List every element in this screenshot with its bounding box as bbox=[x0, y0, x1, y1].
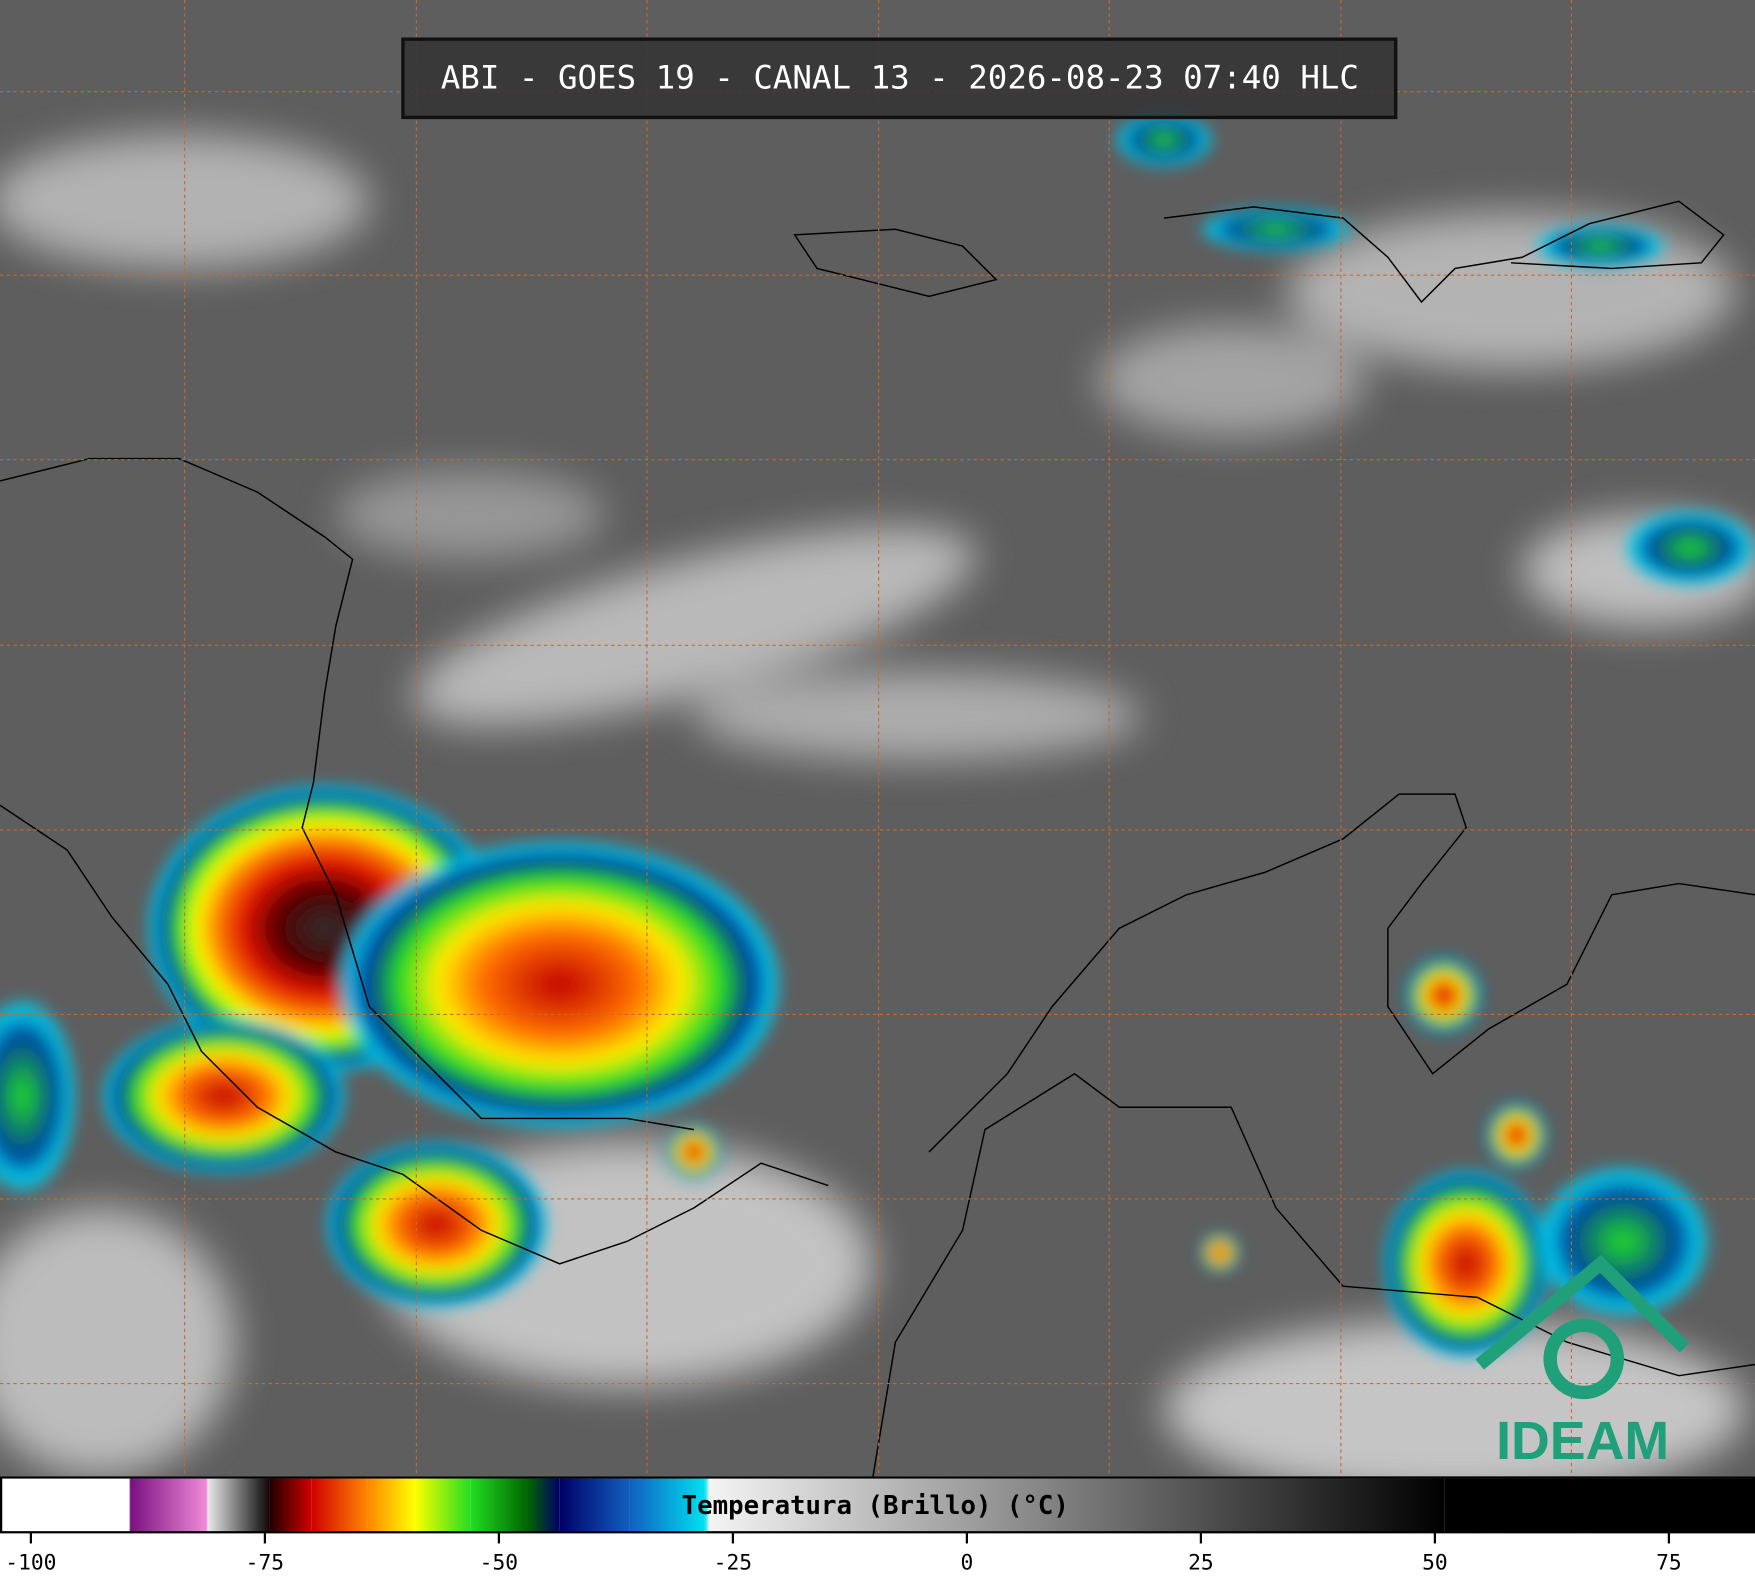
map-area: ABI - GOES 19 - CANAL 13 - 2026-08-23 07… bbox=[0, 0, 1755, 1499]
coastlines bbox=[0, 200, 1755, 1477]
colormap-segment bbox=[130, 1478, 207, 1533]
title-box bbox=[401, 37, 1398, 120]
tick-label: -100 bbox=[5, 1551, 56, 1576]
tick-label: 0 bbox=[960, 1551, 973, 1576]
logo bbox=[1475, 1254, 1690, 1400]
title: ABI - GOES 19 - CANAL 13 - 2026-08-23 07… bbox=[441, 58, 1359, 96]
colorbar-label: Temperatura (Brillo) (°C) bbox=[682, 1491, 1069, 1521]
colormap-segment bbox=[704, 1478, 710, 1533]
tick-label: -75 bbox=[246, 1551, 284, 1576]
colorbar: -100 -75 -50 -25 0 25 50 75 bbox=[0, 1478, 1755, 1576]
colormap-segment bbox=[207, 1478, 264, 1533]
tick-label: 75 bbox=[1656, 1551, 1682, 1576]
colormap-segment bbox=[1444, 1478, 1755, 1533]
colormap-segment bbox=[559, 1478, 630, 1533]
graticule bbox=[0, 0, 1755, 1477]
colormap-segment bbox=[311, 1478, 368, 1533]
tick-label: -25 bbox=[714, 1551, 752, 1576]
tick-label: 50 bbox=[1422, 1551, 1448, 1576]
colormap-segment bbox=[629, 1478, 705, 1533]
colormap-segment bbox=[263, 1478, 270, 1533]
colormap-segment bbox=[526, 1478, 560, 1533]
colormap-segment bbox=[709, 1478, 1445, 1533]
tick-label: 25 bbox=[1188, 1551, 1214, 1576]
colorbar-frame bbox=[0, 1476, 1755, 1534]
colormap-segment bbox=[367, 1478, 415, 1533]
colormap-segment bbox=[414, 1478, 471, 1533]
colormap-segment bbox=[269, 1478, 312, 1533]
tick-label: -50 bbox=[480, 1551, 518, 1576]
colormap-segment bbox=[129, 1478, 131, 1533]
colormap-segment bbox=[0, 1478, 130, 1533]
colormap-segment bbox=[470, 1478, 527, 1533]
colormap-segment bbox=[206, 1478, 208, 1533]
logo-text: IDEAM bbox=[1496, 1411, 1669, 1471]
